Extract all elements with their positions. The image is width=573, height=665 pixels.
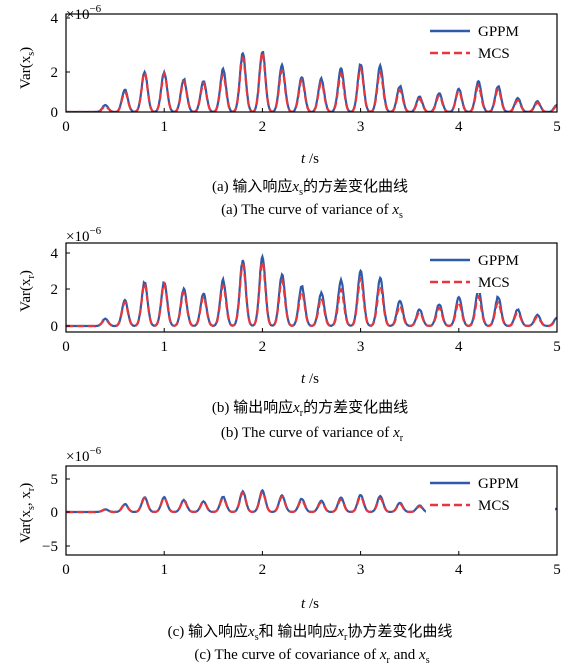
panel-c-multiplier: ×10−6 <box>66 445 102 465</box>
panel-a-xlabel: t /s <box>301 151 319 167</box>
x-tick-label: 4 <box>455 339 463 355</box>
x-tick-label: 2 <box>259 339 267 355</box>
x-tick-label: 5 <box>553 119 561 135</box>
x-tick-label: 1 <box>160 339 168 355</box>
y-tick-label: 2 <box>51 65 59 81</box>
x-tick-label: 3 <box>357 339 365 355</box>
x-tick-label: 4 <box>455 119 463 135</box>
x-tick-label: 5 <box>553 339 561 355</box>
panel-a-plot: 0 1 2 3 4 5 0 2 4 GPPM MCS <box>51 11 561 135</box>
x-tick-label: 0 <box>62 562 70 578</box>
plot-frame <box>65 242 558 333</box>
panel-c-caption-en: (c) The curve of covariance of xr and xs <box>194 647 429 665</box>
panel-a-ylabel: Var(xs) <box>18 47 37 89</box>
y-tick-label: 4 <box>51 246 59 262</box>
panel-b-caption-en: (b) The curve of variance of xr <box>221 425 404 444</box>
y-tick-label: 4 <box>51 11 59 27</box>
panel-a-caption-zh: (a) 输入响应xs的方差变化曲线 <box>212 177 408 198</box>
panel-b: ×10−6 Var(xr) 0 1 2 3 4 5 0 2 4 GPPM MCS t /s (b) … <box>18 225 561 444</box>
legend-background <box>426 18 555 64</box>
series-mcs-line <box>66 259 557 328</box>
y-tick-label: −5 <box>42 539 58 555</box>
x-tick-label: 2 <box>259 119 267 135</box>
panel-c-ylabel: Var(xs, xr) <box>18 483 37 544</box>
panel-b-xlabel: t /s <box>301 371 319 387</box>
plot-frame <box>65 465 558 556</box>
y-tick-label: 2 <box>51 282 59 298</box>
y-tick-label: 0 <box>51 319 59 335</box>
legend-label-gppm: GPPM <box>478 253 519 269</box>
panel-c-xlabel: t /s <box>301 596 319 612</box>
legend-label-mcs: MCS <box>478 498 510 514</box>
x-tick-label: 4 <box>455 562 463 578</box>
legend-background <box>426 247 555 293</box>
x-tick-label: 2 <box>259 562 267 578</box>
panel-b-multiplier: ×10−6 <box>66 225 102 245</box>
x-tick-label: 1 <box>160 562 168 578</box>
panel-b-plot: 0 1 2 3 4 5 0 2 4 GPPM MCS <box>51 242 561 355</box>
legend-label-mcs: MCS <box>478 275 510 291</box>
panel-b-caption-zh: (b) 输出响应xr的方差变化曲线 <box>212 398 408 419</box>
panel-a-caption-en: (a) The curve of variance of xs <box>221 202 403 221</box>
panel-b-ylabel: Var(xr) <box>18 270 37 312</box>
x-tick-label: 0 <box>62 339 70 355</box>
y-tick-label: 0 <box>51 105 59 121</box>
y-tick-label: 0 <box>51 505 59 521</box>
x-tick-label: 1 <box>160 119 168 135</box>
series-mcs-line <box>66 49 557 112</box>
panel-a-multiplier: ×10−6 <box>66 3 102 23</box>
y-tick-label: 5 <box>51 472 59 488</box>
x-tick-label: 5 <box>553 562 561 578</box>
legend-label-gppm: GPPM <box>478 24 519 40</box>
panel-a: ×10−6 Var(xs) 0 1 2 3 4 5 0 2 4 GPPM MCS t /s (a) … <box>18 3 561 221</box>
x-tick-label: 0 <box>62 119 70 135</box>
x-tick-label: 3 <box>357 562 365 578</box>
plot-frame <box>65 13 558 113</box>
panel-c-caption-zh: (c) 输入响应xs和 输出响应xr协方差变化曲线 <box>168 622 453 643</box>
legend-label-gppm: GPPM <box>478 476 519 492</box>
legend-background <box>426 470 555 516</box>
x-tick-label: 3 <box>357 119 365 135</box>
legend-label-mcs: MCS <box>478 46 510 62</box>
